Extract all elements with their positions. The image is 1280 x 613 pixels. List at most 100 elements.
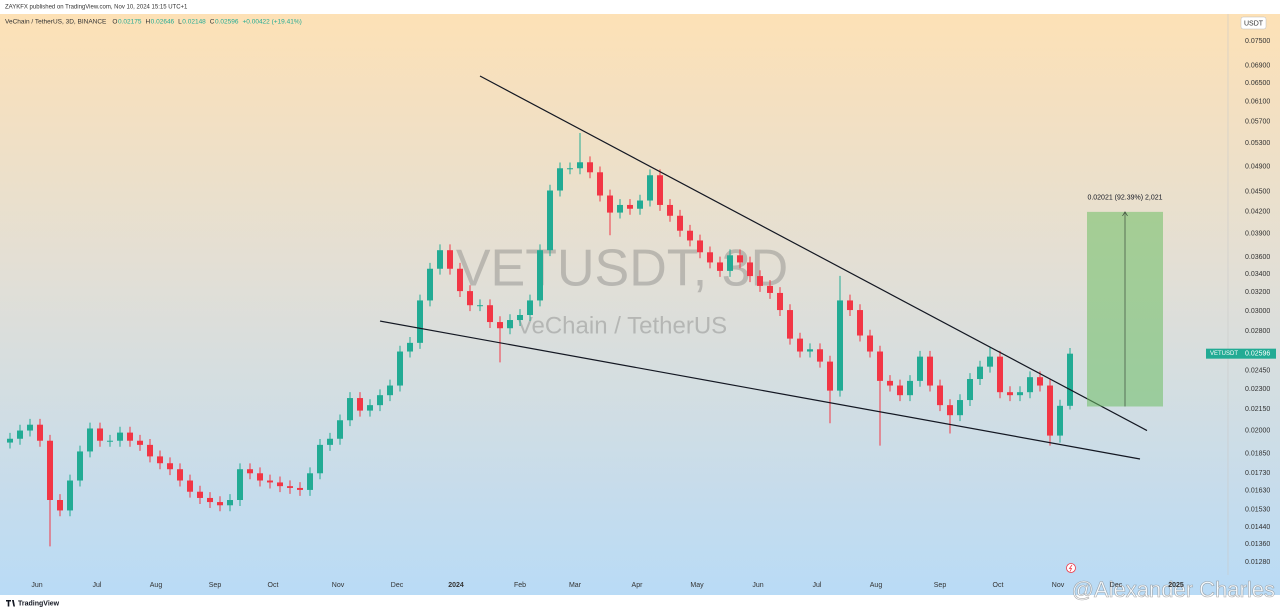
candle-body bbox=[117, 432, 123, 441]
candle-body bbox=[717, 262, 723, 271]
x-tick-label: Dec bbox=[1110, 582, 1123, 589]
candle-body bbox=[987, 356, 993, 367]
candle-body bbox=[357, 398, 363, 411]
x-tick-label: Aug bbox=[150, 582, 163, 589]
candle-body bbox=[407, 342, 413, 352]
y-tick-label: 0.03900 bbox=[1245, 231, 1270, 238]
ohlc-key: O bbox=[112, 19, 117, 26]
y-tick-label: 0.03000 bbox=[1245, 308, 1270, 315]
candle-body bbox=[227, 500, 233, 506]
ohlc-change: +0.00422 (+19.41%) bbox=[243, 19, 302, 26]
candle-body bbox=[197, 491, 203, 498]
candle-body bbox=[467, 291, 473, 306]
symbol-badge-text: VETUSDT bbox=[1210, 351, 1238, 357]
candle-body bbox=[377, 395, 383, 406]
candle-body bbox=[737, 255, 743, 263]
candle-body bbox=[207, 497, 213, 503]
y-tick-label: 0.07500 bbox=[1245, 38, 1270, 45]
x-tick-label: Jun bbox=[752, 582, 763, 589]
candle-body bbox=[847, 300, 853, 311]
candle-body bbox=[327, 438, 333, 445]
candle-body bbox=[1007, 392, 1013, 396]
candle-body bbox=[427, 268, 433, 301]
candle-body bbox=[787, 310, 793, 339]
y-tick-label: 0.06100 bbox=[1245, 99, 1270, 106]
trendline bbox=[379, 320, 1141, 460]
candle-body bbox=[77, 451, 83, 481]
candle-body bbox=[517, 315, 523, 321]
candle-body bbox=[837, 300, 843, 391]
plot: 0.02021 (92.39%) 2,021 bbox=[7, 75, 1163, 547]
candle-body bbox=[537, 250, 543, 301]
event-icon-bolt bbox=[1068, 564, 1073, 572]
candle-body bbox=[1017, 392, 1023, 396]
candle-body bbox=[387, 385, 393, 396]
y-tick-label: 0.02000 bbox=[1245, 427, 1270, 434]
candle-body bbox=[877, 351, 883, 381]
ohlc-value: 0.02148 bbox=[182, 19, 206, 26]
legend-title: VeChain / TetherUS, 3D, BINANCE bbox=[5, 19, 107, 26]
candle-body bbox=[727, 255, 733, 271]
candle-body bbox=[1067, 353, 1073, 406]
y-tick-label: 0.01280 bbox=[1245, 559, 1270, 566]
x-tick-label: Jul bbox=[93, 582, 102, 589]
candle-body bbox=[947, 405, 953, 416]
candle-body bbox=[27, 424, 33, 431]
y-tick-label: 0.01630 bbox=[1245, 488, 1270, 495]
x-tick-label: Aug bbox=[870, 582, 883, 589]
candle-body bbox=[307, 473, 313, 490]
candle-body bbox=[777, 292, 783, 311]
candle-body bbox=[747, 262, 753, 277]
y-tick-label: 0.05700 bbox=[1245, 119, 1270, 126]
candle-body bbox=[97, 428, 103, 441]
candle-body bbox=[417, 300, 423, 343]
candle-body bbox=[157, 456, 163, 464]
candle-body bbox=[17, 430, 23, 439]
candle-body bbox=[177, 469, 183, 481]
candle-body bbox=[857, 310, 863, 336]
y-tick-label: 0.04900 bbox=[1245, 163, 1270, 170]
candle-body bbox=[587, 162, 593, 173]
candle-body bbox=[67, 480, 73, 511]
candle-body bbox=[617, 204, 623, 213]
y-tick-label: 0.04500 bbox=[1245, 188, 1270, 195]
candle-body bbox=[47, 440, 53, 501]
measure-label: 0.02021 (92.39%) 2,021 bbox=[1087, 195, 1162, 202]
candle-body bbox=[297, 487, 303, 490]
candle-body bbox=[827, 361, 833, 391]
tv-logo bbox=[6, 600, 15, 607]
candle-body bbox=[7, 438, 13, 443]
y-tick-label: 0.02150 bbox=[1245, 406, 1270, 413]
y-tick-label: 0.06900 bbox=[1245, 62, 1270, 69]
ohlc-key: C bbox=[210, 19, 215, 26]
candle-body bbox=[87, 428, 93, 452]
ohlc-key: H bbox=[145, 19, 150, 26]
x-tick-label: Nov bbox=[332, 582, 345, 589]
currency: USDT bbox=[1244, 20, 1264, 27]
candle-body bbox=[637, 200, 643, 209]
x-tick-label: Jun bbox=[31, 582, 42, 589]
candle-body bbox=[657, 175, 663, 205]
candle-body bbox=[707, 252, 713, 263]
candle-body bbox=[277, 482, 283, 487]
candle-body bbox=[927, 356, 933, 386]
author-watermark: @Alexander Charles bbox=[1072, 577, 1275, 602]
y-tick-label: 0.03200 bbox=[1245, 289, 1270, 296]
candle-body bbox=[397, 351, 403, 386]
branding: TradingView bbox=[6, 600, 60, 607]
last-price: 0.02596 bbox=[1245, 351, 1270, 358]
x-tick-label: Nov bbox=[1052, 582, 1065, 589]
y-tick-label: 0.02800 bbox=[1245, 328, 1270, 335]
candle-body bbox=[547, 190, 553, 251]
y-tick-label: 0.01850 bbox=[1245, 450, 1270, 457]
x-tick-label: May bbox=[690, 582, 704, 589]
candle-body bbox=[257, 473, 263, 481]
candle-body bbox=[1027, 377, 1033, 393]
candle-body bbox=[697, 240, 703, 253]
x-tick-label: Mar bbox=[569, 582, 582, 589]
candle-body bbox=[977, 366, 983, 380]
candle-body bbox=[917, 356, 923, 381]
candle-body bbox=[667, 204, 673, 216]
